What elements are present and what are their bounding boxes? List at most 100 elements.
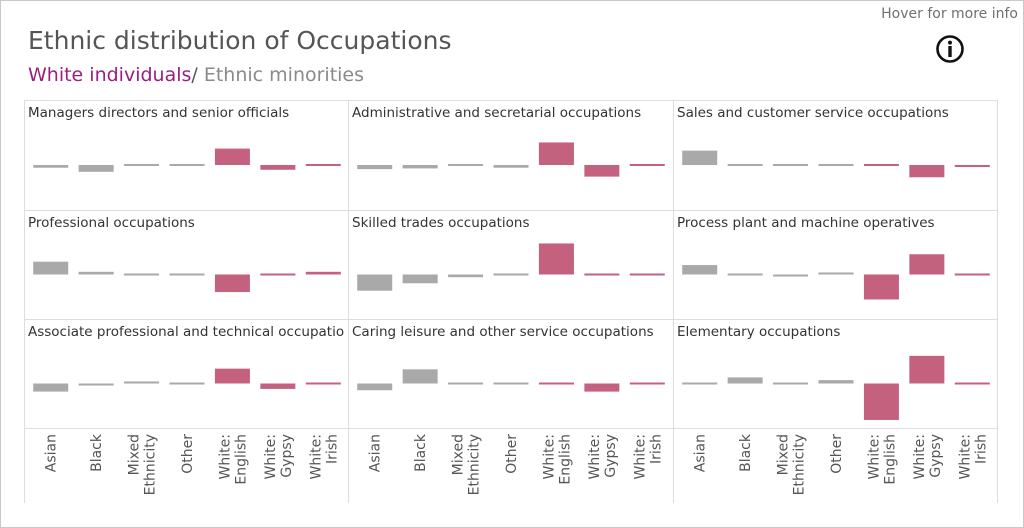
- x-tick-label: Mixed: [776, 434, 792, 475]
- x-tick-label: White:: [217, 434, 233, 479]
- bar-white-irish[interactable]: [305, 271, 341, 275]
- x-tick-label: Black: [413, 433, 429, 472]
- bar-white-irish[interactable]: [954, 273, 990, 276]
- bar-asian[interactable]: [357, 274, 393, 291]
- x-tick-label: Asian: [44, 434, 60, 472]
- x-tick-label: English: [233, 434, 249, 485]
- bar-black[interactable]: [78, 383, 114, 386]
- bar-white-english[interactable]: [538, 243, 574, 275]
- x-tick-label: Irish: [973, 434, 989, 464]
- bar-white-gypsy[interactable]: [260, 165, 296, 170]
- bar-mixed-ethnicity[interactable]: [124, 164, 160, 166]
- bar-white-irish[interactable]: [305, 382, 341, 385]
- x-tick-label: White:: [308, 434, 324, 479]
- bar-white-gypsy[interactable]: [584, 383, 620, 392]
- bar-white-english[interactable]: [214, 368, 250, 384]
- bar-black[interactable]: [402, 165, 438, 169]
- bar-white-gypsy[interactable]: [584, 165, 620, 177]
- bar-mixed-ethnicity[interactable]: [448, 274, 484, 278]
- bar-black[interactable]: [78, 165, 114, 172]
- bar-white-irish[interactable]: [954, 382, 990, 385]
- bar-other[interactable]: [818, 272, 854, 275]
- bar-white-english[interactable]: [863, 164, 899, 166]
- bar-other[interactable]: [169, 164, 205, 166]
- bar-asian[interactable]: [682, 150, 718, 165]
- bar-white-english[interactable]: [863, 274, 899, 300]
- x-tick-label: Irish: [648, 434, 664, 464]
- bar-white-english[interactable]: [214, 274, 250, 293]
- x-tick-label: Other: [504, 434, 520, 474]
- bar-asian[interactable]: [33, 383, 69, 392]
- bar-other[interactable]: [493, 273, 529, 276]
- bar-black[interactable]: [78, 271, 114, 275]
- x-tick-label: White:: [957, 434, 973, 479]
- panel-title: Associate professional and technical occ…: [28, 324, 344, 340]
- x-tick-label: White:: [866, 434, 882, 479]
- bar-white-irish[interactable]: [954, 165, 990, 168]
- bar-other[interactable]: [818, 164, 854, 166]
- bar-mixed-ethnicity[interactable]: [773, 274, 809, 277]
- x-tick-label: Mixed: [451, 434, 467, 475]
- bar-other[interactable]: [493, 165, 529, 168]
- legend-ethnic-minorities[interactable]: Ethnic minorities: [197, 64, 365, 86]
- bar-white-gypsy[interactable]: [909, 355, 945, 384]
- bar-white-irish[interactable]: [629, 273, 665, 276]
- bar-white-gypsy[interactable]: [909, 254, 945, 275]
- bar-white-irish[interactable]: [629, 382, 665, 385]
- bar-white-gypsy[interactable]: [584, 273, 620, 276]
- bar-asian[interactable]: [357, 165, 393, 170]
- bar-white-irish[interactable]: [305, 164, 341, 166]
- page-title: Ethnic distribution of Occupations: [28, 26, 452, 55]
- bar-white-english[interactable]: [538, 382, 574, 385]
- x-tick-label: Gypsy: [279, 434, 295, 478]
- bar-white-gypsy[interactable]: [260, 383, 296, 389]
- bar-other[interactable]: [818, 380, 854, 384]
- x-tick-label: Ethnicity: [792, 434, 808, 495]
- legend-separator: /: [191, 64, 198, 86]
- legend-white-individuals[interactable]: White individuals: [28, 64, 192, 86]
- x-tick-label: White:: [632, 434, 648, 479]
- x-tick-label: Other: [180, 434, 196, 474]
- x-tick-label: Irish: [324, 434, 340, 464]
- x-tick-label: Gypsy: [603, 434, 619, 478]
- x-tick-label: White:: [587, 434, 603, 479]
- x-tick-label: English: [557, 434, 573, 485]
- bar-mixed-ethnicity[interactable]: [124, 273, 160, 276]
- bar-other[interactable]: [169, 273, 205, 276]
- bar-black[interactable]: [402, 274, 438, 284]
- bar-white-gypsy[interactable]: [909, 165, 945, 178]
- legend: White individuals/ Ethnic minorities: [28, 64, 364, 86]
- x-tick-label: Mixed: [127, 434, 143, 475]
- bar-other[interactable]: [169, 382, 205, 385]
- bar-asian[interactable]: [33, 165, 69, 168]
- x-tick-label: Ethnicity: [467, 434, 483, 495]
- bar-mixed-ethnicity[interactable]: [448, 164, 484, 166]
- bar-mixed-ethnicity[interactable]: [448, 382, 484, 385]
- x-tick-label: Other: [829, 434, 845, 474]
- bar-black[interactable]: [727, 377, 763, 384]
- bar-other[interactable]: [493, 382, 529, 385]
- panel-title: Process plant and machine operatives: [677, 215, 935, 231]
- x-tick-label: White:: [263, 434, 279, 479]
- bar-white-english[interactable]: [538, 142, 574, 165]
- bar-black[interactable]: [402, 369, 438, 384]
- bar-mixed-ethnicity[interactable]: [124, 381, 160, 384]
- bar-white-gypsy[interactable]: [260, 273, 296, 276]
- x-tick-label: Black: [738, 433, 754, 472]
- bar-mixed-ethnicity[interactable]: [773, 382, 809, 385]
- bar-asian[interactable]: [682, 265, 718, 275]
- bar-white-irish[interactable]: [629, 164, 665, 166]
- bar-mixed-ethnicity[interactable]: [773, 164, 809, 166]
- bar-black[interactable]: [727, 273, 763, 276]
- panel-title: Administrative and secretarial occupatio…: [352, 105, 641, 121]
- bar-asian[interactable]: [357, 383, 393, 391]
- bar-asian[interactable]: [682, 382, 718, 385]
- info-circle-icon[interactable]: [935, 34, 965, 64]
- bar-white-english[interactable]: [863, 383, 899, 420]
- bar-white-english[interactable]: [214, 148, 250, 165]
- bar-black[interactable]: [727, 164, 763, 166]
- bar-asian[interactable]: [33, 261, 69, 275]
- x-tick-label: Gypsy: [928, 434, 944, 478]
- x-tick-label: Ethnicity: [143, 434, 159, 495]
